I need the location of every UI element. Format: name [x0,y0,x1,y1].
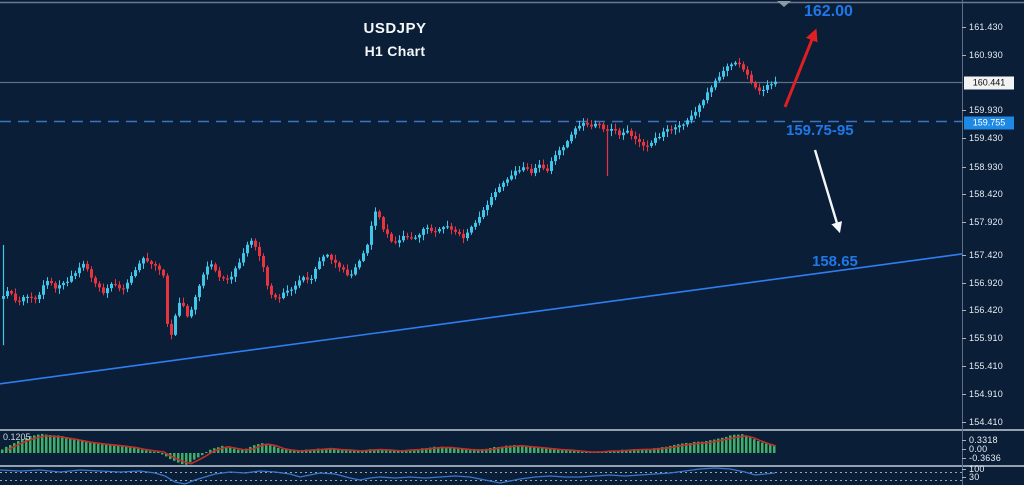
axis-tick-icon [962,137,966,139]
axis-scale-label: 157.420 [962,250,1003,260]
oscillator-signal-line [7,435,776,465]
axis-tick-icon [962,166,966,168]
axis-tick-icon [962,393,966,395]
annotation-lower-target: 158.65 [812,253,858,270]
axis-tick-icon [962,468,966,470]
axis-scale-label: 154.910 [962,389,1003,399]
timeframe-title: H1 Chart [364,43,426,59]
axis-tick-icon [962,448,966,450]
axis-scale-label: 100 [962,464,985,474]
level-price-badge: 159.755 [964,116,1014,130]
axis-scale-label: 155.910 [962,333,1003,343]
candlestick-series [2,58,777,340]
axis-tick-icon [962,421,966,423]
axis-scale-label: 0.3318 [962,435,998,445]
annotation-upper-target: 162.00 [804,3,853,20]
axis-tick-icon [962,309,966,311]
axis-scale-label: 156.920 [962,278,1003,288]
support-trendline[interactable] [0,253,963,385]
axis-scale-label: 159.430 [962,133,1003,143]
axis-tick-icon [962,254,966,256]
axis-scale-label: 158.420 [962,189,1003,199]
price-axis[interactable]: 161.430 160.930 159.930 159.430 158.930 158.4… [962,0,1024,485]
axis-tick-icon [962,54,966,56]
lower-oscillator-line [0,467,776,485]
oscillator-current-value: 0.1205 [3,432,31,442]
axis-tick-icon [962,337,966,339]
annotation-resistance-zone: 159.75-95 [786,122,854,139]
axis-scale-label: 156.420 [962,305,1003,315]
extra-wicks [2,130,609,346]
axis-tick-icon [962,26,966,28]
axis-tick-icon [962,365,966,367]
axis-tick-icon [962,193,966,195]
oscillator-histogram [1,433,776,465]
down-projection-arrow-icon[interactable] [813,149,843,234]
axis-tick-icon [962,476,966,478]
axis-tick-icon [962,439,966,441]
axis-scale-label: 30 [962,472,979,482]
axis-scale-label: 159.930 [962,105,1003,115]
axis-tick-icon [962,282,966,284]
axis-scale-label: 155.410 [962,361,1003,371]
axis-scale-label: 161.430 [962,22,1003,32]
axis-scale-label: 158.930 [962,162,1003,172]
axis-scale-label: 0.00 [962,444,987,454]
axis-tick-icon [962,109,966,111]
up-projection-arrow-icon[interactable] [783,28,818,108]
axis-tick-icon [962,221,966,223]
axis-tick-icon [962,457,966,459]
current-price-badge: 160.441 [964,76,1014,90]
scroll-marker-icon [777,1,791,7]
chart-title: USDJPY H1 Chart [310,20,480,59]
axis-scale-label: 160.930 [962,50,1003,60]
axis-scale-label: 154.410 [962,417,1003,427]
axis-scale-label: -0.3636 [962,453,1001,463]
symbol-title: USDJPY [363,20,427,37]
axis-scale-label: 157.920 [962,217,1003,227]
